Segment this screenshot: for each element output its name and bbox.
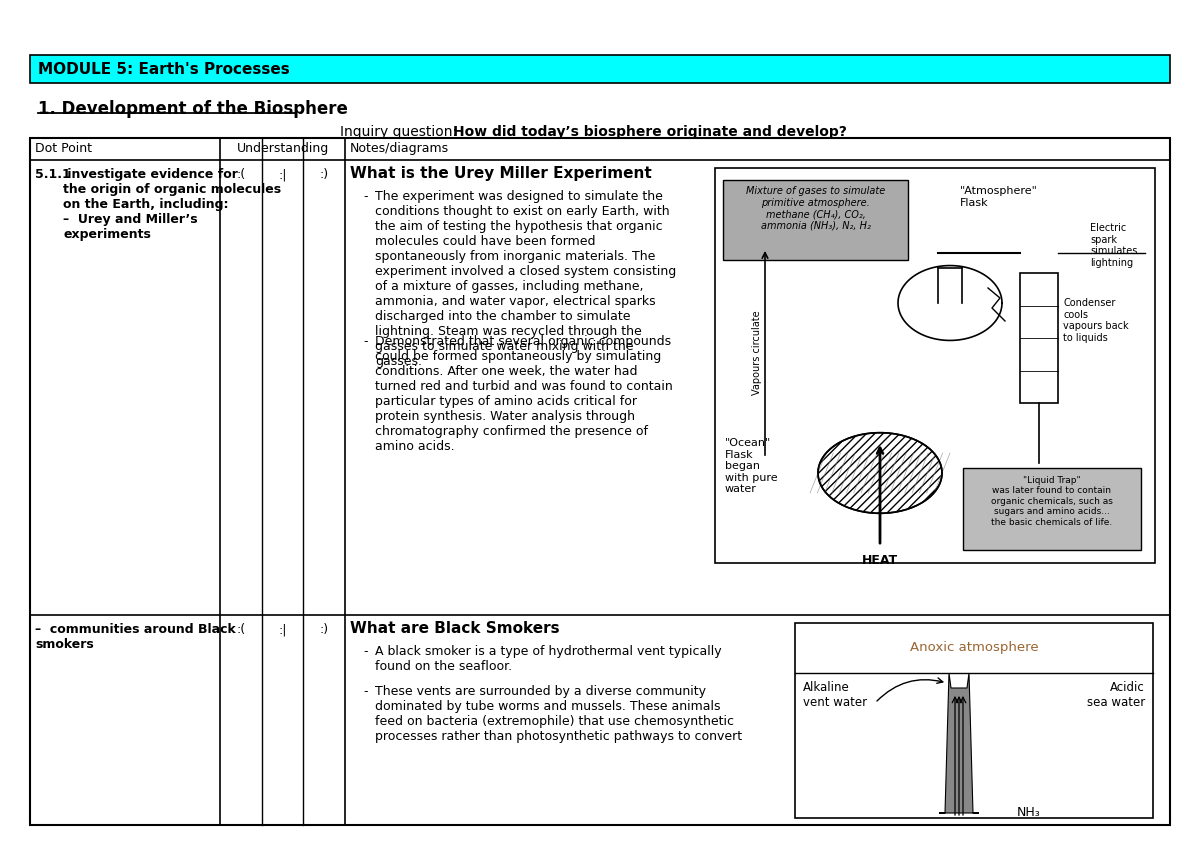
Text: -: - [364,335,367,348]
Ellipse shape [818,433,942,514]
Bar [1020,273,1058,403]
Text: Electric
spark
simulates
lightning: Electric spark simulates lightning [1090,223,1138,267]
Text: Inquiry question:: Inquiry question: [340,125,462,139]
Text: These vents are surrounded by a diverse community
dominated by tube worms and mu: These vents are surrounded by a diverse … [374,685,742,743]
Text: "Atmosphere"
Flask: "Atmosphere" Flask [960,186,1038,208]
Bar [964,468,1141,550]
Text: NH₃: NH₃ [1018,806,1040,819]
Text: :(: :( [236,168,245,181]
Text: HEAT: HEAT [862,554,898,567]
Text: -: - [364,685,367,698]
Text: Notes/diagrams: Notes/diagrams [350,142,449,155]
Text: :): :) [319,168,329,181]
Text: :(: :( [236,623,245,636]
Bar [30,138,1170,825]
Bar [796,623,1153,818]
Text: Mixture of gases to simulate
primitive atmosphere.
methane (CH₄), CO₂,
ammonia (: Mixture of gases to simulate primitive a… [746,186,886,231]
Text: Understanding: Understanding [236,142,329,155]
Text: investigate evidence for
the origin of organic molecules
on the Earth, including: investigate evidence for the origin of o… [64,168,281,241]
Text: A black smoker is a type of hydrothermal vent typically
found on the seafloor.: A black smoker is a type of hydrothermal… [374,645,721,673]
Text: Vapours circulate: Vapours circulate [752,311,762,396]
Text: :|: :| [278,168,287,181]
Text: Dot Point: Dot Point [35,142,92,155]
Text: 5.1.1: 5.1.1 [35,168,71,181]
Text: MODULE 5: Earth's Processes: MODULE 5: Earth's Processes [38,61,289,76]
Text: :): :) [319,623,329,636]
Bar [715,168,1154,563]
Bar [30,55,1170,83]
Bar [722,180,908,260]
Text: "Liquid Trap"
was later found to contain
organic chemicals, such as
sugars and a: "Liquid Trap" was later found to contain… [991,476,1112,526]
Text: -: - [364,645,367,658]
Text: "Ocean"
Flask
began
with pure
water: "Ocean" Flask began with pure water [725,438,778,494]
Text: How did today’s biosphere originate and develop?: How did today’s biosphere originate and … [454,125,847,139]
Text: Condenser
cools
vapours back
to liquids: Condenser cools vapours back to liquids [1063,298,1129,343]
Text: What are Black Smokers: What are Black Smokers [350,621,559,636]
Text: Demonstrated that several organic compounds
could be formed spontaneously by sim: Demonstrated that several organic compou… [374,335,673,453]
Text: Anoxic atmosphere: Anoxic atmosphere [910,642,1038,655]
Text: -: - [364,190,367,203]
Text: The experiment was designed to simulate the
conditions thought to exist on early: The experiment was designed to simulate … [374,190,677,368]
Text: Alkaline
vent water: Alkaline vent water [803,681,868,709]
Text: Acidic
sea water: Acidic sea water [1087,681,1145,709]
Polygon shape [940,673,979,813]
Text: –  communities around Black
smokers: – communities around Black smokers [35,623,235,651]
Text: 1. Development of the Biosphere: 1. Development of the Biosphere [38,100,348,118]
Text: :|: :| [278,623,287,636]
Text: What is the Urey Miller Experiment: What is the Urey Miller Experiment [350,166,652,181]
